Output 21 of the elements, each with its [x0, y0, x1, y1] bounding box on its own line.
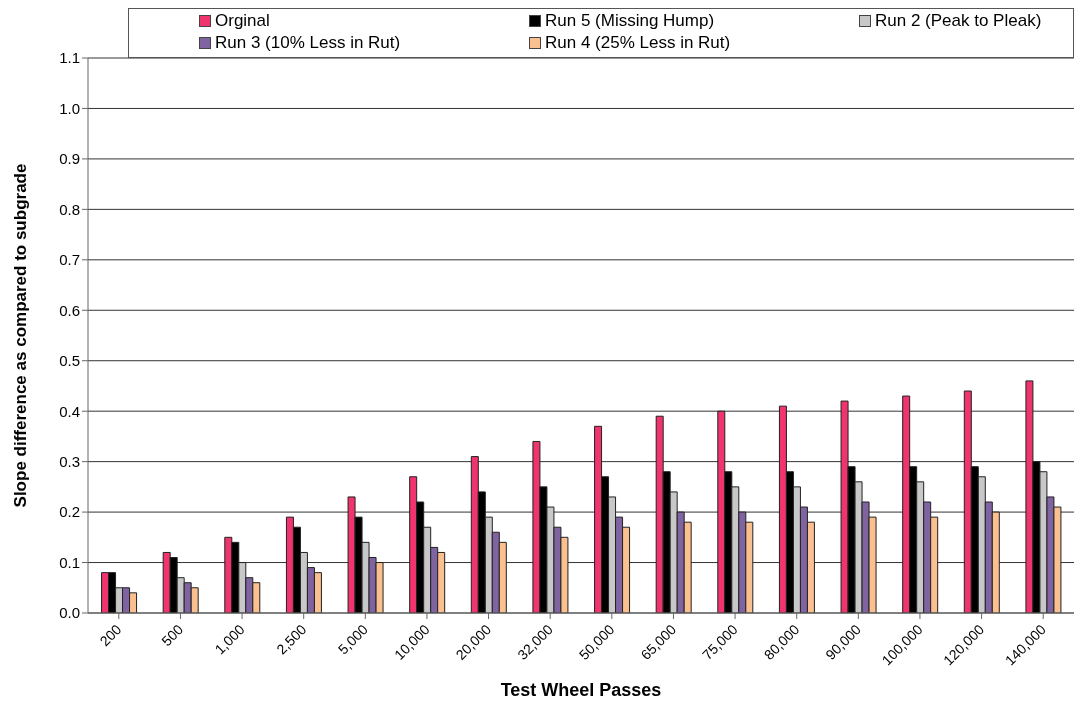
y-tick-label: 0.0	[59, 604, 80, 622]
legend-label: Run 4 (25% Less in Rut)	[545, 33, 731, 53]
legend-label: Run 2 (Peak to Pleak)	[875, 11, 1042, 31]
legend-label: Run 5 (Missing Hump)	[545, 11, 715, 31]
y-tick-label: 0.4	[59, 402, 80, 420]
x-tick-label: 500	[158, 621, 187, 650]
y-tick-label: 1.0	[59, 99, 80, 117]
legend-label: Run 3 (10% Less in Rut)	[215, 33, 401, 53]
y-tick-label: 0.7	[59, 251, 80, 269]
y-tick-label: 0.1	[59, 553, 80, 571]
y-tick-label: 0.3	[59, 452, 80, 470]
x-axis-title: Test Wheel Passes	[500, 680, 662, 700]
y-tick-label: 1.1	[59, 49, 80, 67]
y-tick-label: 0.5	[59, 352, 80, 370]
y-axis-title: Slope difference as compared to subgrade	[11, 163, 31, 508]
y-tick-label: 0.8	[59, 200, 80, 218]
y-tick-label: 0.6	[59, 301, 80, 319]
y-tick-label: 0.9	[59, 150, 80, 168]
legend-label: Orginal	[215, 11, 270, 31]
y-tick-label: 0.2	[59, 503, 80, 521]
x-tick-label: 200	[96, 621, 125, 650]
